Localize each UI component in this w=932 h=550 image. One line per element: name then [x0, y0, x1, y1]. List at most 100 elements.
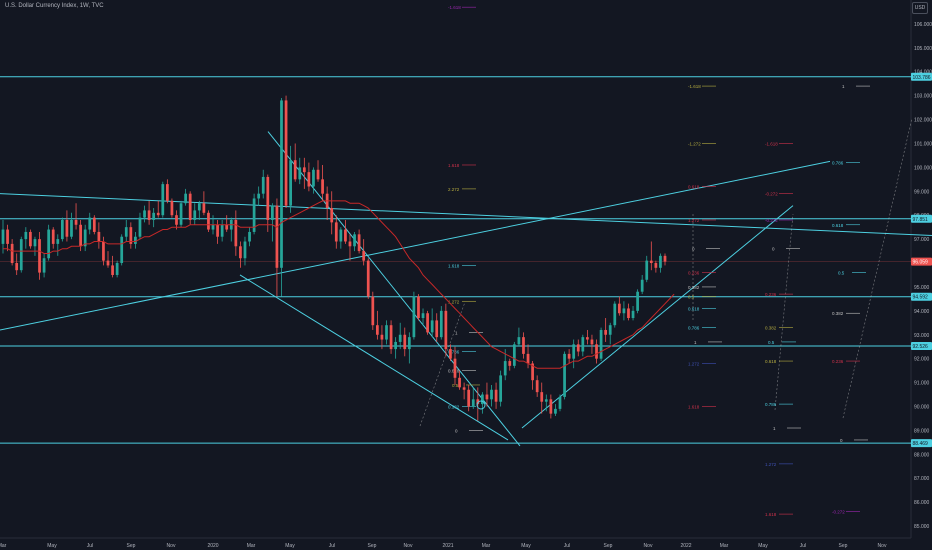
y-tick-label: 100.000 [914, 165, 932, 171]
candle-body [302, 167, 306, 173]
fib-label: -0.272 [765, 192, 778, 197]
candle-body [439, 310, 443, 338]
candle-body [467, 389, 471, 407]
candle-body [243, 241, 247, 259]
x-tick-label: May [285, 543, 295, 549]
candle-body [202, 203, 206, 213]
y-tick-label: 88.000 [914, 452, 930, 458]
fib-label: 0.236 [765, 292, 777, 297]
candle-body [60, 219, 64, 240]
candle-body [220, 224, 224, 237]
candle-body [152, 212, 156, 220]
candle-body [663, 255, 667, 262]
price-tag [911, 439, 932, 448]
fib-label: -1.272 [688, 141, 701, 146]
fib-label: 2.272 [448, 187, 460, 192]
candle-body [129, 227, 133, 244]
candle-body [348, 241, 352, 247]
trend-line [239, 274, 509, 441]
fib-label: 0.382 [832, 311, 844, 316]
fib-label: 1.618 [688, 404, 700, 409]
candle-body [604, 329, 608, 335]
currency-badge[interactable]: USD [912, 2, 928, 14]
candle-body [398, 334, 402, 342]
candle-body [79, 224, 82, 247]
fib-label: 0.786 [448, 349, 460, 354]
candle-body [316, 169, 320, 180]
y-tick-label: 87.000 [914, 476, 930, 482]
candle-body [526, 353, 530, 364]
candle-body [312, 169, 315, 187]
candle-body [120, 236, 124, 264]
fib-label: 0.618 [688, 306, 700, 311]
candle-body [567, 353, 571, 359]
candle-body [102, 241, 105, 261]
trend-line [0, 193, 932, 237]
fib-label: -0.272 [832, 510, 845, 515]
fib-label: 1.618 [448, 263, 460, 268]
candle-body [544, 399, 548, 402]
candle-body [197, 203, 201, 211]
candle-body [216, 224, 219, 237]
candle-body [462, 387, 466, 390]
candle-body [275, 205, 279, 268]
price-tag-label: 103.786 [913, 75, 931, 81]
candle-body [622, 308, 626, 314]
candle-body [334, 222, 338, 242]
candle-body [252, 198, 256, 232]
candle-body [403, 334, 407, 350]
candle-body [193, 210, 197, 220]
fib-label: 0.236 [688, 271, 700, 276]
candle-body [19, 239, 23, 271]
candle-body [239, 246, 242, 259]
candle-body [298, 167, 302, 180]
candle-body [83, 229, 87, 247]
price-tag-label: 97.851 [913, 217, 929, 223]
candle-body [161, 184, 165, 216]
candle-body [558, 396, 562, 409]
candle-body [572, 344, 576, 359]
candle-body [449, 349, 452, 359]
fib-label: -1.618 [688, 84, 701, 89]
candle-body [586, 337, 589, 340]
candle-body [353, 234, 356, 247]
x-tick-label: Jul [564, 543, 570, 549]
candle-body [88, 217, 92, 230]
candle-body [617, 303, 621, 314]
candle-body [581, 337, 585, 352]
candle-body [280, 100, 283, 268]
candle-body [613, 303, 617, 326]
fib-label: -1.618 [448, 5, 461, 10]
fib-label: 0 [455, 428, 458, 433]
candle-body [357, 234, 361, 252]
fib-label: 1 [773, 426, 776, 431]
x-tick-label: Mar [247, 543, 256, 549]
y-tick-label: 95.000 [914, 285, 930, 291]
candle-body [522, 337, 525, 354]
fib-label: 0 [840, 438, 843, 443]
candle-body [24, 231, 28, 240]
candle-body [499, 375, 503, 402]
y-tick-label: 105.000 [914, 46, 932, 52]
x-tick-label: Mar [0, 543, 7, 549]
fib-label: 0.786 [688, 326, 700, 331]
candle-body [10, 243, 14, 264]
candle-body [595, 344, 598, 359]
candle-body [599, 329, 603, 359]
candle-body [380, 334, 384, 340]
fib-label: 1.618 [765, 512, 777, 517]
candle-body [156, 212, 160, 216]
candle-body [92, 217, 96, 232]
candle-body [106, 260, 110, 266]
x-tick-label: Mar [482, 543, 491, 549]
candle-body [535, 380, 539, 393]
y-tick-label: 103.000 [914, 94, 932, 100]
candle-body [389, 325, 393, 350]
candle-body [453, 358, 457, 378]
trend-line [521, 205, 794, 429]
candle-body [38, 239, 41, 273]
y-tick-label: 91.000 [914, 381, 930, 387]
candle-body [47, 229, 51, 259]
